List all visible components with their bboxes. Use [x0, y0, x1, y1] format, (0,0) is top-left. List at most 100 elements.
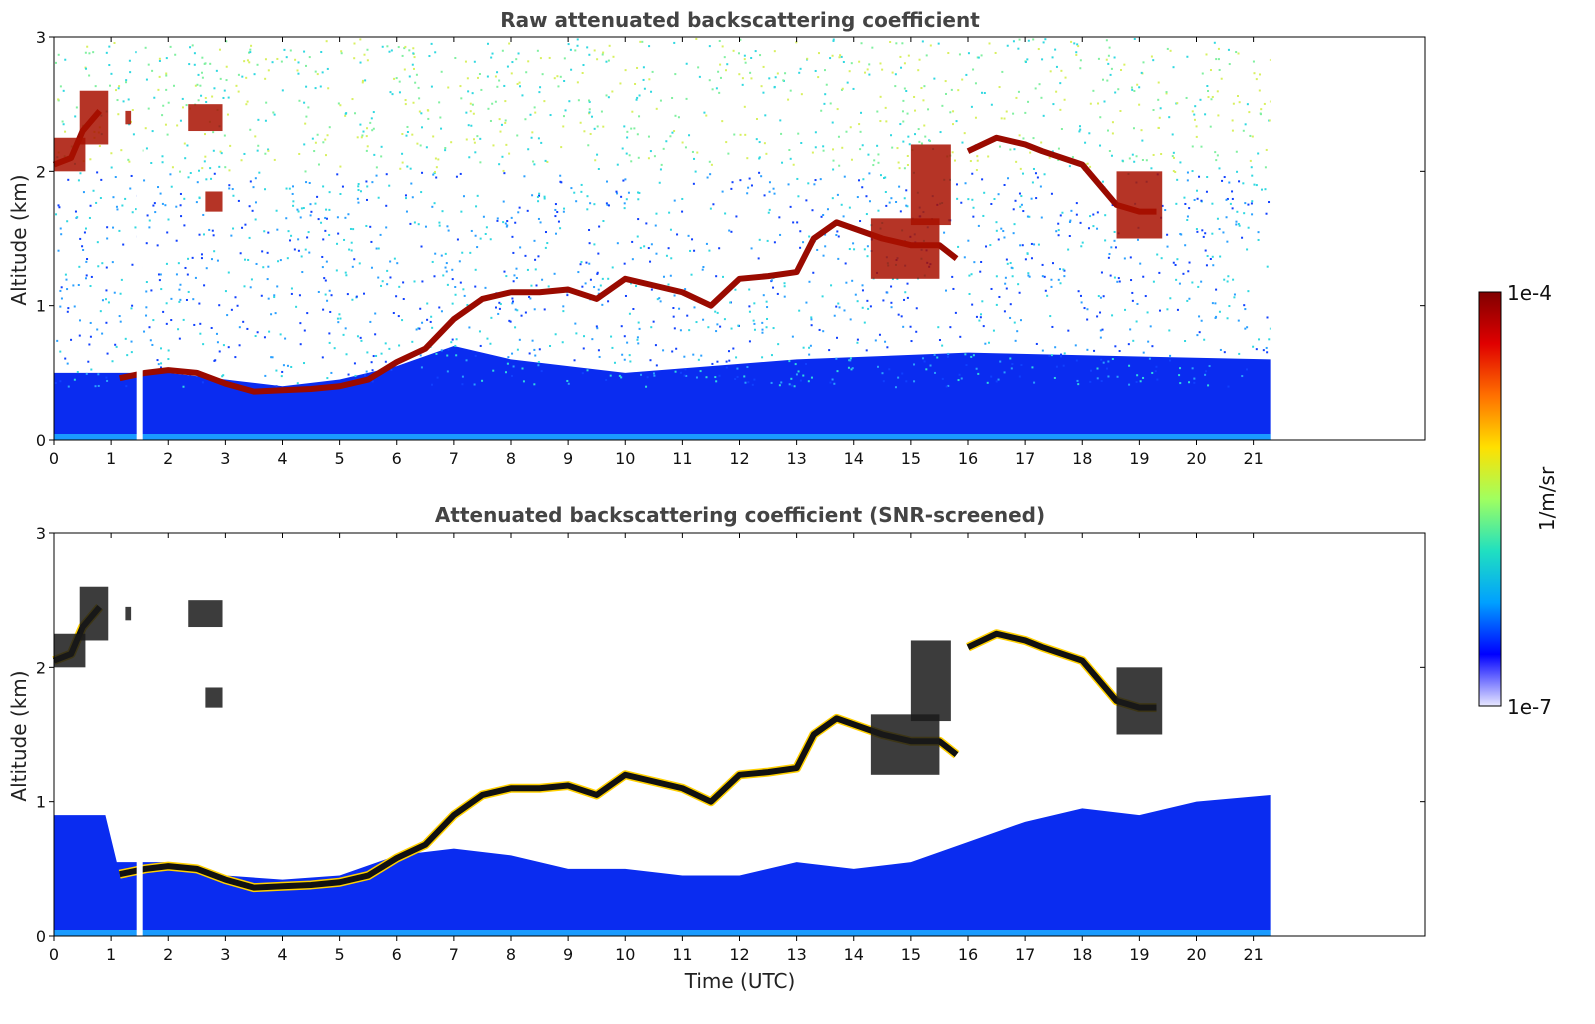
heatmap-mark	[868, 200, 871, 203]
heatmap-mark	[749, 71, 752, 74]
heatmap-mark	[1217, 58, 1220, 61]
heatmap-mark	[498, 163, 501, 166]
heatmap-mark	[82, 248, 85, 251]
heatmap-mark	[987, 341, 990, 344]
heatmap-mark	[1090, 369, 1093, 372]
heatmap-mark	[537, 137, 540, 140]
heatmap-mark	[998, 86, 1001, 89]
heatmap-mark	[1015, 96, 1018, 99]
heatmap-mark	[517, 211, 520, 214]
heatmap-mark	[891, 278, 894, 281]
heatmap-mark	[1229, 202, 1232, 205]
x-tick-label: 10	[615, 449, 635, 468]
heatmap-mark	[860, 111, 863, 114]
heatmap-mark	[605, 94, 608, 97]
heatmap-mark	[684, 288, 687, 291]
heatmap-mark	[1222, 231, 1225, 234]
heatmap-mark	[995, 275, 998, 278]
heatmap-mark	[264, 119, 267, 122]
heatmap-mark	[156, 359, 159, 362]
heatmap-mark	[1193, 118, 1196, 121]
heatmap-mark	[306, 312, 309, 315]
heatmap-mark	[498, 79, 501, 82]
heatmap-mark	[398, 344, 401, 347]
heatmap-mark	[516, 82, 519, 85]
heatmap-mark	[64, 58, 67, 61]
heatmap-mark	[776, 72, 779, 75]
heatmap-mark	[981, 300, 984, 303]
heatmap-mark	[920, 142, 923, 145]
heatmap-mark	[702, 266, 705, 269]
heatmap-mark	[631, 110, 634, 113]
heatmap-mark	[738, 73, 741, 76]
heatmap-mark	[523, 175, 526, 178]
heatmap-mark	[712, 203, 715, 206]
heatmap-mark	[166, 133, 169, 136]
x-tick-label: 12	[729, 945, 749, 964]
heatmap-mark	[719, 76, 722, 79]
heatmap-mark	[512, 365, 515, 368]
heatmap-mark	[186, 273, 189, 276]
heatmap-mark	[517, 52, 520, 55]
x-tick-label: 21	[1243, 945, 1263, 964]
colorbar-max-label: 1e-4	[1507, 281, 1552, 305]
heatmap-mark	[1227, 48, 1230, 51]
heatmap-mark	[131, 108, 134, 111]
heatmap-mark	[445, 270, 448, 273]
heatmap-mark	[906, 296, 909, 299]
heatmap-mark	[1151, 345, 1154, 348]
heatmap-mark	[842, 215, 845, 218]
heatmap-mark	[1257, 152, 1260, 155]
heatmap-mark	[736, 367, 739, 370]
heatmap-mark	[1019, 167, 1022, 170]
heatmap-mark	[818, 328, 821, 331]
heatmap-mark	[442, 274, 445, 277]
heatmap-mark	[398, 285, 401, 288]
heatmap-mark	[567, 382, 570, 385]
heatmap-mark	[958, 373, 961, 376]
heatmap-mark	[1051, 262, 1054, 265]
heatmap-mark	[502, 169, 505, 172]
heatmap-mark	[408, 75, 411, 78]
heatmap-mark	[157, 363, 160, 366]
heatmap-mark	[788, 149, 791, 152]
heatmap-mark	[427, 117, 430, 120]
heatmap-mark	[757, 257, 760, 260]
heatmap-mark	[273, 296, 276, 299]
heatmap-mark	[433, 275, 436, 278]
heatmap-mark	[319, 85, 322, 88]
heatmap-mark	[240, 159, 243, 162]
heatmap-mark	[130, 174, 133, 177]
heatmap-mark	[825, 83, 828, 86]
heatmap-mark	[1258, 338, 1261, 341]
heatmap-mark	[737, 324, 740, 327]
heatmap-mark	[1020, 203, 1023, 206]
heatmap-mark	[588, 100, 591, 103]
cloud-patch	[870, 714, 940, 775]
heatmap-mark	[402, 281, 405, 284]
heatmap-mark	[752, 319, 755, 322]
heatmap-mark	[114, 176, 117, 179]
heatmap-mark	[797, 370, 800, 373]
heatmap-mark	[167, 218, 170, 221]
heatmap-mark	[557, 85, 560, 88]
heatmap-mark	[398, 91, 401, 94]
heatmap-mark	[1136, 238, 1139, 241]
heatmap-mark	[230, 234, 233, 237]
heatmap-mark	[1003, 183, 1006, 186]
heatmap-mark	[524, 118, 527, 121]
heatmap-mark	[807, 380, 810, 383]
heatmap-mark	[636, 133, 639, 136]
heatmap-mark	[789, 205, 792, 208]
heatmap-mark	[292, 200, 295, 203]
heatmap-mark	[986, 381, 989, 384]
heatmap-mark	[314, 70, 317, 73]
heatmap-mark	[1217, 47, 1220, 50]
no-data-region	[1270, 533, 1425, 936]
heatmap-mark	[813, 183, 816, 186]
heatmap-mark	[111, 261, 114, 264]
heatmap-mark	[491, 52, 494, 55]
heatmap-mark	[295, 305, 298, 308]
heatmap-mark	[250, 278, 253, 281]
heatmap-mark	[1152, 109, 1155, 112]
